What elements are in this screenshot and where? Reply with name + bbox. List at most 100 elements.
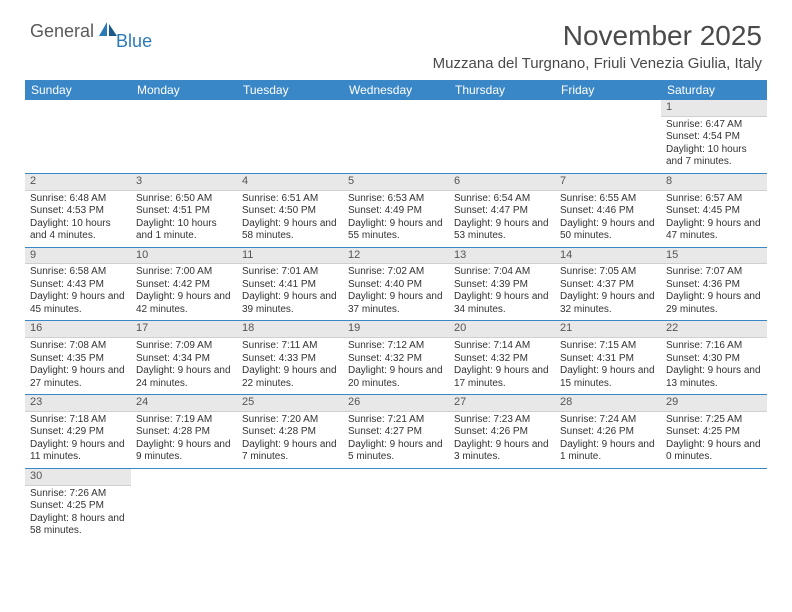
calendar-day (343, 469, 449, 542)
day-content: Sunrise: 7:12 AMSunset: 4:32 PMDaylight:… (343, 338, 449, 394)
calendar-day: 24Sunrise: 7:19 AMSunset: 4:28 PMDayligh… (131, 395, 237, 468)
sunset-line: Sunset: 4:29 PM (30, 426, 126, 439)
sunset-line: Sunset: 4:41 PM (242, 279, 338, 292)
daylight-line: Daylight: 9 hours and 17 minutes. (454, 365, 550, 390)
sunrise-line: Sunrise: 6:54 AM (454, 193, 550, 206)
title-block: November 2025 Muzzana del Turgnano, Friu… (433, 20, 762, 72)
day-content: Sunrise: 7:18 AMSunset: 4:29 PMDaylight:… (25, 412, 131, 468)
sunset-line: Sunset: 4:28 PM (242, 426, 338, 439)
calendar-day: 26Sunrise: 7:21 AMSunset: 4:27 PMDayligh… (343, 395, 449, 468)
location-text: Muzzana del Turgnano, Friuli Venezia Giu… (433, 55, 762, 72)
calendar-day (343, 100, 449, 173)
day-number: 25 (237, 395, 343, 412)
sunrise-line: Sunrise: 7:11 AM (242, 340, 338, 353)
sunset-line: Sunset: 4:35 PM (30, 353, 126, 366)
sunrise-line: Sunrise: 7:14 AM (454, 340, 550, 353)
day-header-cell: Wednesday (343, 80, 449, 100)
page-title: November 2025 (433, 20, 762, 52)
day-content: Sunrise: 7:01 AMSunset: 4:41 PMDaylight:… (237, 264, 343, 320)
sunrise-line: Sunrise: 7:02 AM (348, 266, 444, 279)
calendar-day: 9Sunrise: 6:58 AMSunset: 4:43 PMDaylight… (25, 248, 131, 321)
sunrise-line: Sunrise: 7:09 AM (136, 340, 232, 353)
calendar-day: 16Sunrise: 7:08 AMSunset: 4:35 PMDayligh… (25, 321, 131, 394)
calendar-day (555, 469, 661, 542)
sunset-line: Sunset: 4:26 PM (560, 426, 656, 439)
day-header-cell: Thursday (449, 80, 555, 100)
sunrise-line: Sunrise: 7:00 AM (136, 266, 232, 279)
daylight-line: Daylight: 9 hours and 42 minutes. (136, 291, 232, 316)
sunset-line: Sunset: 4:37 PM (560, 279, 656, 292)
calendar-week: 16Sunrise: 7:08 AMSunset: 4:35 PMDayligh… (25, 321, 767, 395)
calendar-day: 27Sunrise: 7:23 AMSunset: 4:26 PMDayligh… (449, 395, 555, 468)
daylight-line: Daylight: 9 hours and 29 minutes. (666, 291, 762, 316)
sunrise-line: Sunrise: 7:23 AM (454, 414, 550, 427)
daylight-line: Daylight: 9 hours and 39 minutes. (242, 291, 338, 316)
calendar-day: 10Sunrise: 7:00 AMSunset: 4:42 PMDayligh… (131, 248, 237, 321)
sunset-line: Sunset: 4:33 PM (242, 353, 338, 366)
daylight-line: Daylight: 9 hours and 37 minutes. (348, 291, 444, 316)
sunset-line: Sunset: 4:46 PM (560, 205, 656, 218)
sunset-line: Sunset: 4:32 PM (454, 353, 550, 366)
sunset-line: Sunset: 4:49 PM (348, 205, 444, 218)
calendar-day: 29Sunrise: 7:25 AMSunset: 4:25 PMDayligh… (661, 395, 767, 468)
day-number: 4 (237, 174, 343, 191)
day-content: Sunrise: 7:20 AMSunset: 4:28 PMDaylight:… (237, 412, 343, 468)
calendar-day: 20Sunrise: 7:14 AMSunset: 4:32 PMDayligh… (449, 321, 555, 394)
calendar-day: 7Sunrise: 6:55 AMSunset: 4:46 PMDaylight… (555, 174, 661, 247)
day-content: Sunrise: 7:09 AMSunset: 4:34 PMDaylight:… (131, 338, 237, 394)
daylight-line: Daylight: 9 hours and 34 minutes. (454, 291, 550, 316)
calendar-day: 2Sunrise: 6:48 AMSunset: 4:53 PMDaylight… (25, 174, 131, 247)
daylight-line: Daylight: 9 hours and 15 minutes. (560, 365, 656, 390)
sunset-line: Sunset: 4:47 PM (454, 205, 550, 218)
calendar: SundayMondayTuesdayWednesdayThursdayFrid… (25, 80, 767, 542)
day-number: 8 (661, 174, 767, 191)
daylight-line: Daylight: 9 hours and 45 minutes. (30, 291, 126, 316)
sunrise-line: Sunrise: 7:21 AM (348, 414, 444, 427)
calendar-day: 19Sunrise: 7:12 AMSunset: 4:32 PMDayligh… (343, 321, 449, 394)
calendar-day: 25Sunrise: 7:20 AMSunset: 4:28 PMDayligh… (237, 395, 343, 468)
calendar-day: 23Sunrise: 7:18 AMSunset: 4:29 PMDayligh… (25, 395, 131, 468)
day-content: Sunrise: 7:26 AMSunset: 4:25 PMDaylight:… (25, 486, 131, 542)
day-number: 7 (555, 174, 661, 191)
day-number: 22 (661, 321, 767, 338)
calendar-week: 1Sunrise: 6:47 AMSunset: 4:54 PMDaylight… (25, 100, 767, 174)
calendar-day (131, 469, 237, 542)
day-content: Sunrise: 7:23 AMSunset: 4:26 PMDaylight:… (449, 412, 555, 468)
day-number: 20 (449, 321, 555, 338)
day-number: 15 (661, 248, 767, 265)
sunset-line: Sunset: 4:43 PM (30, 279, 126, 292)
day-number: 16 (25, 321, 131, 338)
sunset-line: Sunset: 4:51 PM (136, 205, 232, 218)
daylight-line: Daylight: 9 hours and 50 minutes. (560, 218, 656, 243)
day-content: Sunrise: 6:47 AMSunset: 4:54 PMDaylight:… (661, 117, 767, 173)
day-content: Sunrise: 6:55 AMSunset: 4:46 PMDaylight:… (555, 191, 661, 247)
day-header-cell: Sunday (25, 80, 131, 100)
sunset-line: Sunset: 4:39 PM (454, 279, 550, 292)
sunrise-line: Sunrise: 6:50 AM (136, 193, 232, 206)
calendar-day: 4Sunrise: 6:51 AMSunset: 4:50 PMDaylight… (237, 174, 343, 247)
day-content: Sunrise: 7:14 AMSunset: 4:32 PMDaylight:… (449, 338, 555, 394)
day-number: 10 (131, 248, 237, 265)
day-number: 6 (449, 174, 555, 191)
day-number: 27 (449, 395, 555, 412)
sunrise-line: Sunrise: 7:15 AM (560, 340, 656, 353)
daylight-line: Daylight: 9 hours and 58 minutes. (242, 218, 338, 243)
sunset-line: Sunset: 4:53 PM (30, 205, 126, 218)
day-content: Sunrise: 7:00 AMSunset: 4:42 PMDaylight:… (131, 264, 237, 320)
calendar-day: 28Sunrise: 7:24 AMSunset: 4:26 PMDayligh… (555, 395, 661, 468)
calendar-day: 17Sunrise: 7:09 AMSunset: 4:34 PMDayligh… (131, 321, 237, 394)
calendar-day: 8Sunrise: 6:57 AMSunset: 4:45 PMDaylight… (661, 174, 767, 247)
calendar-day (25, 100, 131, 173)
day-number: 29 (661, 395, 767, 412)
sunset-line: Sunset: 4:30 PM (666, 353, 762, 366)
sunrise-line: Sunrise: 7:26 AM (30, 488, 126, 501)
sunrise-line: Sunrise: 7:24 AM (560, 414, 656, 427)
daylight-line: Daylight: 9 hours and 13 minutes. (666, 365, 762, 390)
sunrise-line: Sunrise: 7:16 AM (666, 340, 762, 353)
calendar-day: 15Sunrise: 7:07 AMSunset: 4:36 PMDayligh… (661, 248, 767, 321)
daylight-line: Daylight: 9 hours and 47 minutes. (666, 218, 762, 243)
daylight-line: Daylight: 9 hours and 20 minutes. (348, 365, 444, 390)
day-number: 17 (131, 321, 237, 338)
sunset-line: Sunset: 4:32 PM (348, 353, 444, 366)
calendar-day (661, 469, 767, 542)
